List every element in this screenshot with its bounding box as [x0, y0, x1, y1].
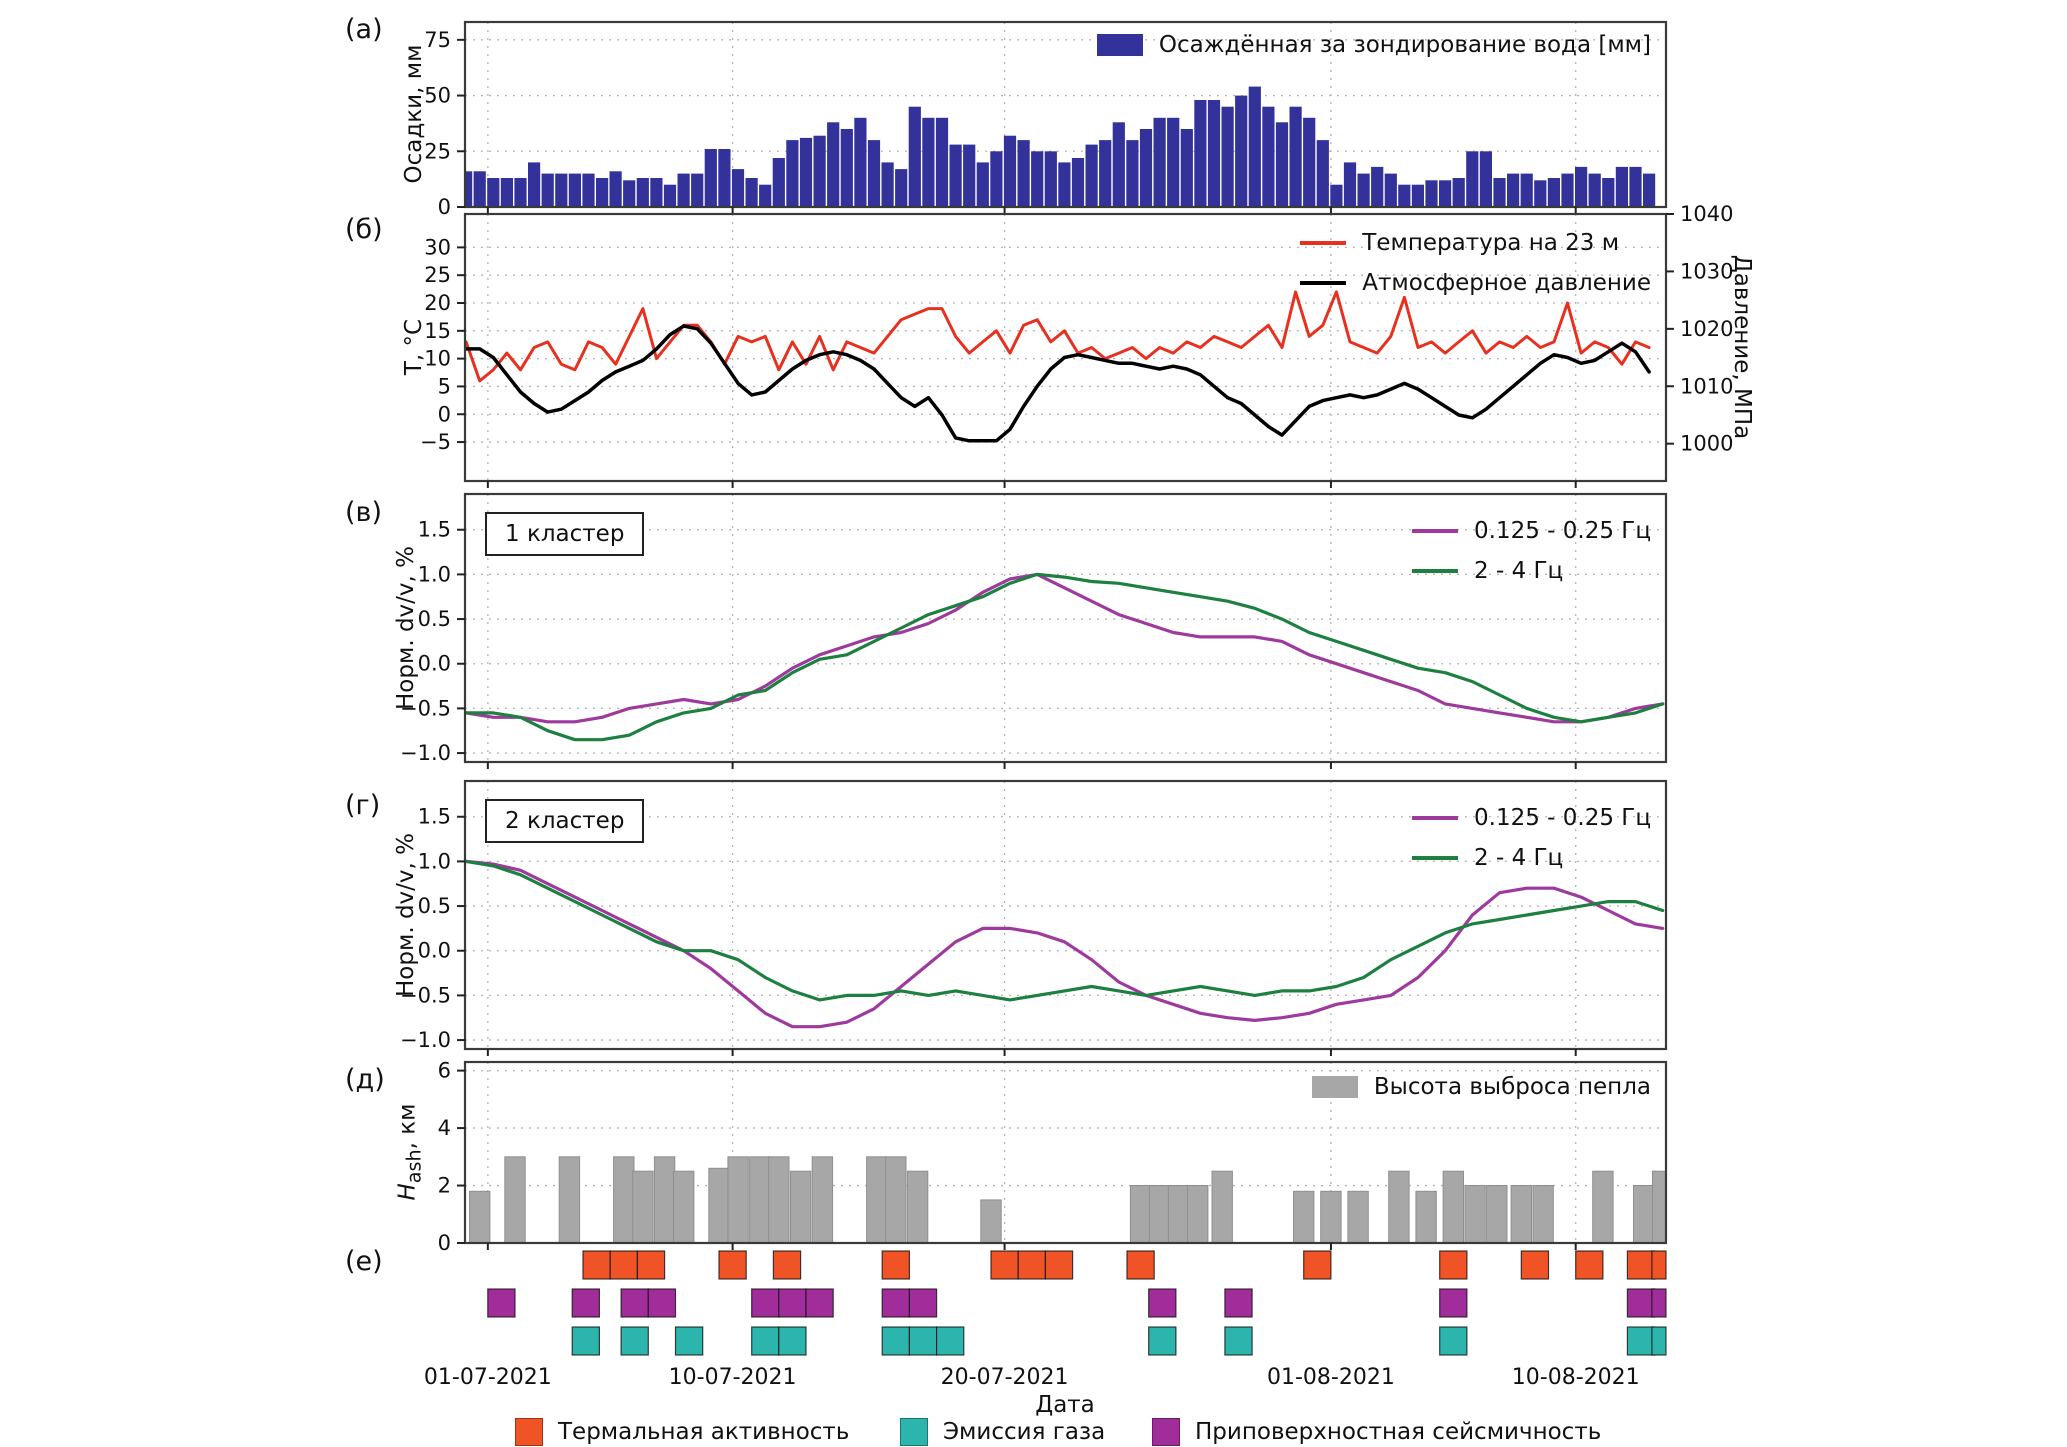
svg-text:−1.0: −1.0	[400, 741, 451, 765]
x-axis-label: Дата	[1035, 1392, 1095, 1418]
thermal-swatch	[515, 1418, 543, 1446]
bottom-legend-label-thermal: Термальная активность	[558, 1419, 850, 1445]
svg-text:0.5: 0.5	[418, 607, 451, 631]
svg-text:−0.5: −0.5	[400, 983, 451, 1007]
y-axis-label-ash-height: Hash, км	[395, 1103, 426, 1200]
svg-text:1.5: 1.5	[418, 518, 451, 542]
svg-text:1000: 1000	[1680, 432, 1733, 456]
ash-swatch	[1311, 1076, 1358, 1098]
bottom-legend-label-gas: Эмиссия газа	[943, 1419, 1106, 1445]
cluster-1-label: 1 кластер	[485, 512, 645, 556]
ash-label-main: H	[394, 1183, 421, 1201]
svg-text:1030: 1030	[1680, 259, 1733, 283]
y-axis-label-dvv-cluster1: Норм. dv/v, %	[393, 546, 419, 710]
svg-text:1.0: 1.0	[418, 849, 451, 873]
svg-text:4: 4	[438, 1116, 451, 1140]
panel-letter-g: (г)	[345, 790, 381, 821]
legend-label-precip: Осаждённая за зондирование вода [мм]	[1158, 32, 1651, 58]
panel-letter-v: (в)	[345, 497, 382, 528]
svg-text:1.0: 1.0	[418, 562, 451, 586]
bottom-legend-thermal: Термальная активность	[515, 1418, 849, 1446]
svg-text:0.0: 0.0	[418, 652, 451, 676]
panel-letter-a: (а)	[345, 14, 383, 45]
ash-label-rest: , км	[394, 1103, 421, 1150]
svg-text:25: 25	[424, 139, 451, 163]
svg-text:0: 0	[438, 402, 451, 426]
temperature-line-swatch	[1300, 241, 1347, 245]
svg-text:25: 25	[424, 263, 451, 287]
svg-text:0.5: 0.5	[418, 894, 451, 918]
legend-panel-d: Высота выброса пепла	[1311, 1074, 1651, 1100]
seismic-swatch	[1152, 1418, 1180, 1446]
legend-panel-g: 0.125 - 0.25 Гц 2 - 4 Гц	[1412, 805, 1651, 871]
svg-text:6: 6	[438, 1059, 451, 1083]
panel-letter-e: (е)	[345, 1246, 383, 1277]
legend-item-highfreq-1: 2 - 4 Гц	[1412, 558, 1563, 584]
svg-text:1040: 1040	[1680, 202, 1733, 226]
cluster-2-label: 2 кластер	[485, 799, 645, 843]
legend-label-pressure: Атмосферное давление	[1362, 270, 1651, 296]
svg-text:0: 0	[438, 195, 451, 219]
legend-panel-a: Осаждённая за зондирование вода [мм]	[1096, 32, 1651, 58]
lowfreq-line-swatch-2	[1412, 816, 1459, 820]
svg-text:30: 30	[424, 235, 451, 259]
svg-text:5: 5	[438, 374, 451, 398]
bottom-legend-label-seismic: Приповерхностная сейсмичность	[1195, 1419, 1602, 1445]
svg-text:0: 0	[438, 1231, 451, 1255]
svg-text:50: 50	[424, 84, 451, 108]
bottom-legend-gas: Эмиссия газа	[900, 1418, 1105, 1446]
legend-panel-v: 0.125 - 0.25 Гц 2 - 4 Гц	[1412, 518, 1651, 584]
legend-label-highfreq-2: 2 - 4 Гц	[1474, 845, 1564, 871]
panel-letter-b: (б)	[345, 214, 383, 245]
panel-letter-d: (д)	[345, 1064, 385, 1095]
legend-item-temperature: Температура на 23 м	[1300, 230, 1619, 256]
legend-label-temperature: Температура на 23 м	[1362, 230, 1620, 256]
gas-swatch	[900, 1418, 928, 1446]
lowfreq-line-swatch	[1412, 529, 1459, 533]
svg-text:20-07-2021: 20-07-2021	[941, 1365, 1069, 1390]
y-axis-label-pressure: Давление, МПа	[1729, 254, 1755, 440]
ash-label-sub: ash	[402, 1149, 426, 1184]
highfreq-line-swatch	[1412, 569, 1459, 573]
y-axis-label-precip: Осадки, мм	[401, 44, 427, 184]
svg-text:10-07-2021: 10-07-2021	[669, 1365, 797, 1390]
legend-item-lowfreq-1: 0.125 - 0.25 Гц	[1412, 518, 1651, 544]
legend-item-lowfreq-2: 0.125 - 0.25 Гц	[1412, 805, 1651, 831]
legend-item-pressure: Атмосферное давление	[1300, 270, 1651, 296]
legend-label-ash: Высота выброса пепла	[1373, 1074, 1651, 1100]
legend-label-lowfreq-2: 0.125 - 0.25 Гц	[1474, 805, 1651, 831]
svg-text:−1.0: −1.0	[400, 1028, 451, 1052]
svg-text:−5: −5	[420, 430, 451, 454]
svg-text:2: 2	[438, 1174, 451, 1198]
svg-text:−0.5: −0.5	[400, 696, 451, 720]
legend-item-ash: Высота выброса пепла	[1311, 1074, 1651, 1100]
svg-text:10-08-2021: 10-08-2021	[1512, 1365, 1640, 1390]
svg-text:01-08-2021: 01-08-2021	[1267, 1365, 1395, 1390]
highfreq-line-swatch-2	[1412, 856, 1459, 860]
pressure-line-swatch	[1300, 281, 1347, 285]
svg-text:20: 20	[424, 291, 451, 315]
svg-text:01-07-2021: 01-07-2021	[424, 1365, 552, 1390]
legend-item-precip: Осаждённая за зондирование вода [мм]	[1096, 32, 1651, 58]
bottom-legend-seismic: Приповерхностная сейсмичность	[1152, 1418, 1601, 1446]
svg-text:1.5: 1.5	[418, 805, 451, 829]
y-axis-label-dvv-cluster2: Норм. dv/v, %	[393, 833, 419, 997]
svg-text:0.0: 0.0	[418, 939, 451, 963]
svg-text:75: 75	[424, 28, 451, 52]
svg-text:1020: 1020	[1680, 317, 1733, 341]
svg-text:10: 10	[424, 347, 451, 371]
svg-text:15: 15	[424, 319, 451, 343]
legend-label-highfreq-1: 2 - 4 Гц	[1474, 558, 1564, 584]
legend-label-lowfreq-1: 0.125 - 0.25 Гц	[1474, 518, 1651, 544]
svg-text:1010: 1010	[1680, 374, 1733, 398]
legend-panel-b: Температура на 23 м Атмосферное давление	[1300, 230, 1651, 296]
legend-item-highfreq-2: 2 - 4 Гц	[1412, 845, 1563, 871]
y-axis-label-temperature: T, °C	[401, 318, 427, 376]
precip-swatch	[1096, 34, 1143, 56]
